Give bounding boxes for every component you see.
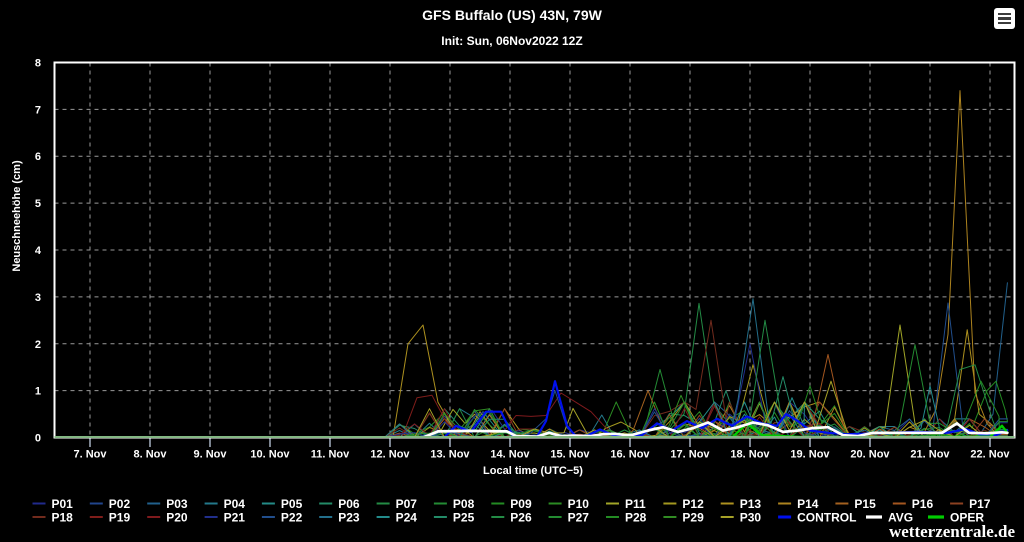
svg-text:P02: P02 <box>109 497 131 511</box>
svg-text:P05: P05 <box>281 497 303 511</box>
svg-text:P09: P09 <box>510 497 532 511</box>
svg-text:20. Nov: 20. Nov <box>850 449 890 461</box>
svg-text:P08: P08 <box>453 497 475 511</box>
svg-text:8: 8 <box>35 58 41 70</box>
svg-text:P17: P17 <box>969 497 991 511</box>
svg-text:10. Nov: 10. Nov <box>250 449 290 461</box>
svg-text:4: 4 <box>35 245 42 257</box>
svg-text:5: 5 <box>35 198 41 210</box>
svg-text:P15: P15 <box>854 497 876 511</box>
svg-text:11. Nov: 11. Nov <box>311 449 350 461</box>
svg-text:P26: P26 <box>510 511 532 525</box>
svg-text:19. Nov: 19. Nov <box>790 449 830 461</box>
svg-text:21. Nov: 21. Nov <box>910 449 950 461</box>
svg-text:P27: P27 <box>568 511 590 525</box>
svg-text:P16: P16 <box>912 497 934 511</box>
svg-text:P03: P03 <box>166 497 188 511</box>
svg-text:18. Nov: 18. Nov <box>730 449 770 461</box>
svg-text:P29: P29 <box>682 511 704 525</box>
svg-text:OPER: OPER <box>950 511 984 525</box>
svg-text:7. Nov: 7. Nov <box>73 449 107 461</box>
svg-text:P11: P11 <box>625 497 646 511</box>
svg-text:9. Nov: 9. Nov <box>193 449 227 461</box>
svg-text:P23: P23 <box>338 511 360 525</box>
svg-text:7: 7 <box>35 104 41 116</box>
svg-text:P12: P12 <box>682 497 704 511</box>
svg-text:Local time (UTC−5): Local time (UTC−5) <box>483 465 583 477</box>
svg-text:15. Nov: 15. Nov <box>550 449 590 461</box>
svg-text:P19: P19 <box>109 511 131 525</box>
svg-text:2: 2 <box>35 339 41 351</box>
svg-text:22. Nov: 22. Nov <box>970 449 1010 461</box>
svg-text:P07: P07 <box>396 497 418 511</box>
svg-text:P25: P25 <box>453 511 475 525</box>
svg-text:6: 6 <box>35 151 41 163</box>
svg-text:P30: P30 <box>740 511 762 525</box>
svg-text:17. Nov: 17. Nov <box>670 449 710 461</box>
svg-text:12. Nov: 12. Nov <box>370 449 410 461</box>
svg-text:P18: P18 <box>52 511 74 525</box>
svg-text:Neuschneehöhe (cm): Neuschneehöhe (cm) <box>11 160 23 272</box>
svg-text:P06: P06 <box>338 497 360 511</box>
svg-text:P10: P10 <box>568 497 590 511</box>
svg-text:P01: P01 <box>52 497 74 511</box>
svg-text:P14: P14 <box>797 497 819 511</box>
svg-text:P24: P24 <box>396 511 418 525</box>
svg-text:3: 3 <box>35 292 41 304</box>
svg-text:AVG: AVG <box>888 511 913 525</box>
svg-text:1: 1 <box>35 386 41 398</box>
svg-text:P04: P04 <box>224 497 246 511</box>
svg-text:CONTROL: CONTROL <box>797 511 856 525</box>
svg-text:8. Nov: 8. Nov <box>133 449 167 461</box>
svg-text:P13: P13 <box>740 497 762 511</box>
svg-text:16. Nov: 16. Nov <box>610 449 650 461</box>
svg-text:P20: P20 <box>166 511 188 525</box>
svg-text:P21: P21 <box>224 511 246 525</box>
svg-text:0: 0 <box>35 433 41 445</box>
svg-text:13. Nov: 13. Nov <box>430 449 470 461</box>
svg-text:14. Nov: 14. Nov <box>490 449 530 461</box>
svg-text:P28: P28 <box>625 511 647 525</box>
svg-text:P22: P22 <box>281 511 303 525</box>
